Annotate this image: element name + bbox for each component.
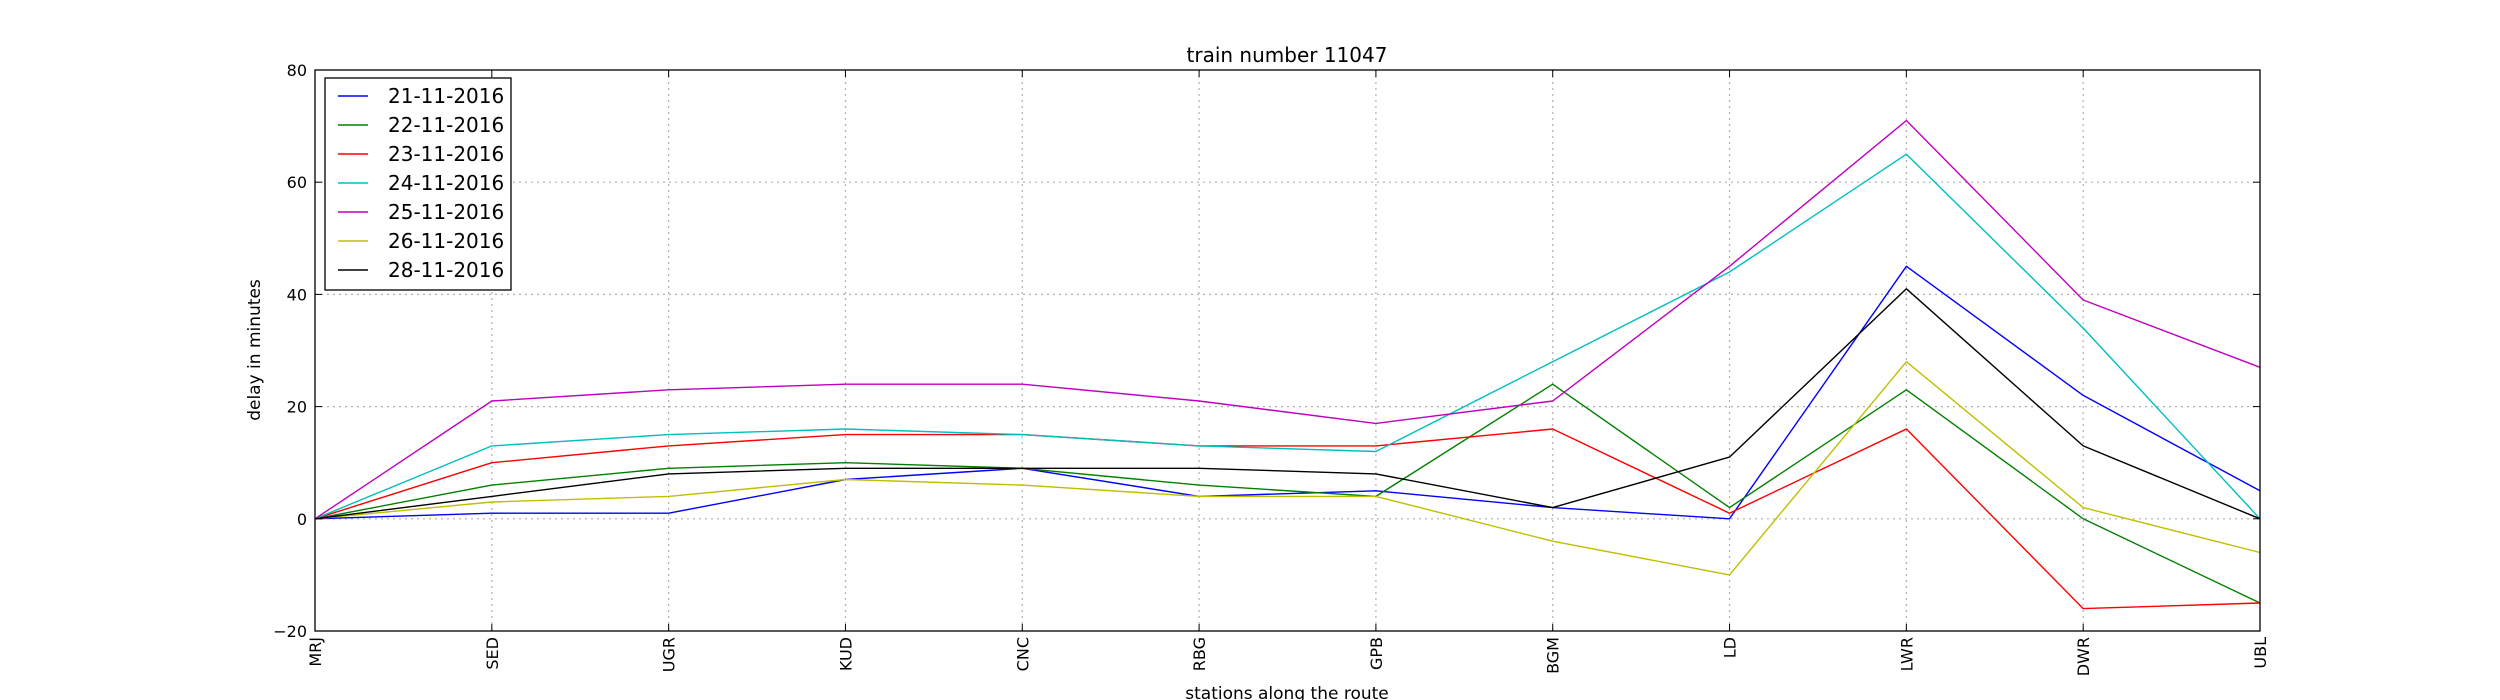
y-tick-label: 0: [297, 510, 307, 529]
series-line-25-11-2016: [314, 119, 2261, 520]
series-line-24-11-2016: [314, 153, 2261, 520]
x-tick-label: MRJ: [306, 637, 325, 667]
series-layer: [314, 119, 2261, 610]
x-tick-label: DWR: [2074, 637, 2093, 676]
y-axis-label: delay in minutes: [245, 279, 265, 421]
x-tick-label: BGM: [1544, 637, 1563, 674]
tick-label-layer: MRJ SED UGR KUD CNC RBG GPB BGM LD LWR DWR UBL −20 0 2…: [273, 61, 2270, 676]
y-tick-label: 40: [287, 285, 307, 304]
legend-box: [324, 77, 512, 291]
x-tick-label: LWR: [1897, 637, 1916, 671]
y-tick-label: 80: [287, 61, 307, 80]
legend-entry: 24-11-2016: [388, 171, 504, 195]
legend-entry: 28-11-2016: [388, 258, 504, 282]
x-tick-label: SED: [483, 637, 502, 670]
y-tick-label: 20: [287, 398, 307, 417]
legend-entry: 26-11-2016: [388, 229, 504, 253]
legend-entry: 25-11-2016: [388, 200, 504, 224]
series-line-23-11-2016: [314, 428, 2261, 610]
plot-frame: [314, 69, 2261, 632]
legend-entry: 23-11-2016: [388, 142, 504, 166]
x-tick-label: KUD: [836, 637, 855, 671]
legend-entry: 22-11-2016: [388, 113, 504, 137]
tick-layer: [314, 69, 2261, 632]
y-tick-label: 60: [287, 173, 307, 192]
series-line-28-11-2016: [314, 288, 2261, 520]
legend: 21-11-2016 22-11-2016 23-11-2016 24-11-2016…: [324, 77, 512, 291]
x-tick-label: LD: [1721, 637, 1740, 658]
chart-title: train number 11047: [1187, 43, 1388, 67]
legend-entry: 21-11-2016: [388, 84, 504, 108]
x-tick-label: CNC: [1013, 637, 1032, 671]
grid-layer: [315, 70, 2260, 631]
x-tick-label: UGR: [660, 637, 679, 672]
x-tick-label: GPB: [1367, 637, 1386, 670]
series-line-26-11-2016: [314, 361, 2261, 576]
x-tick-label: RBG: [1190, 637, 1209, 671]
x-tick-label: UBL: [2251, 637, 2270, 669]
series-line-22-11-2016: [314, 383, 2261, 604]
series-line-21-11-2016: [314, 265, 2261, 520]
x-axis-label: stations along the route: [1185, 684, 1389, 700]
y-tick-label: −20: [273, 622, 307, 641]
